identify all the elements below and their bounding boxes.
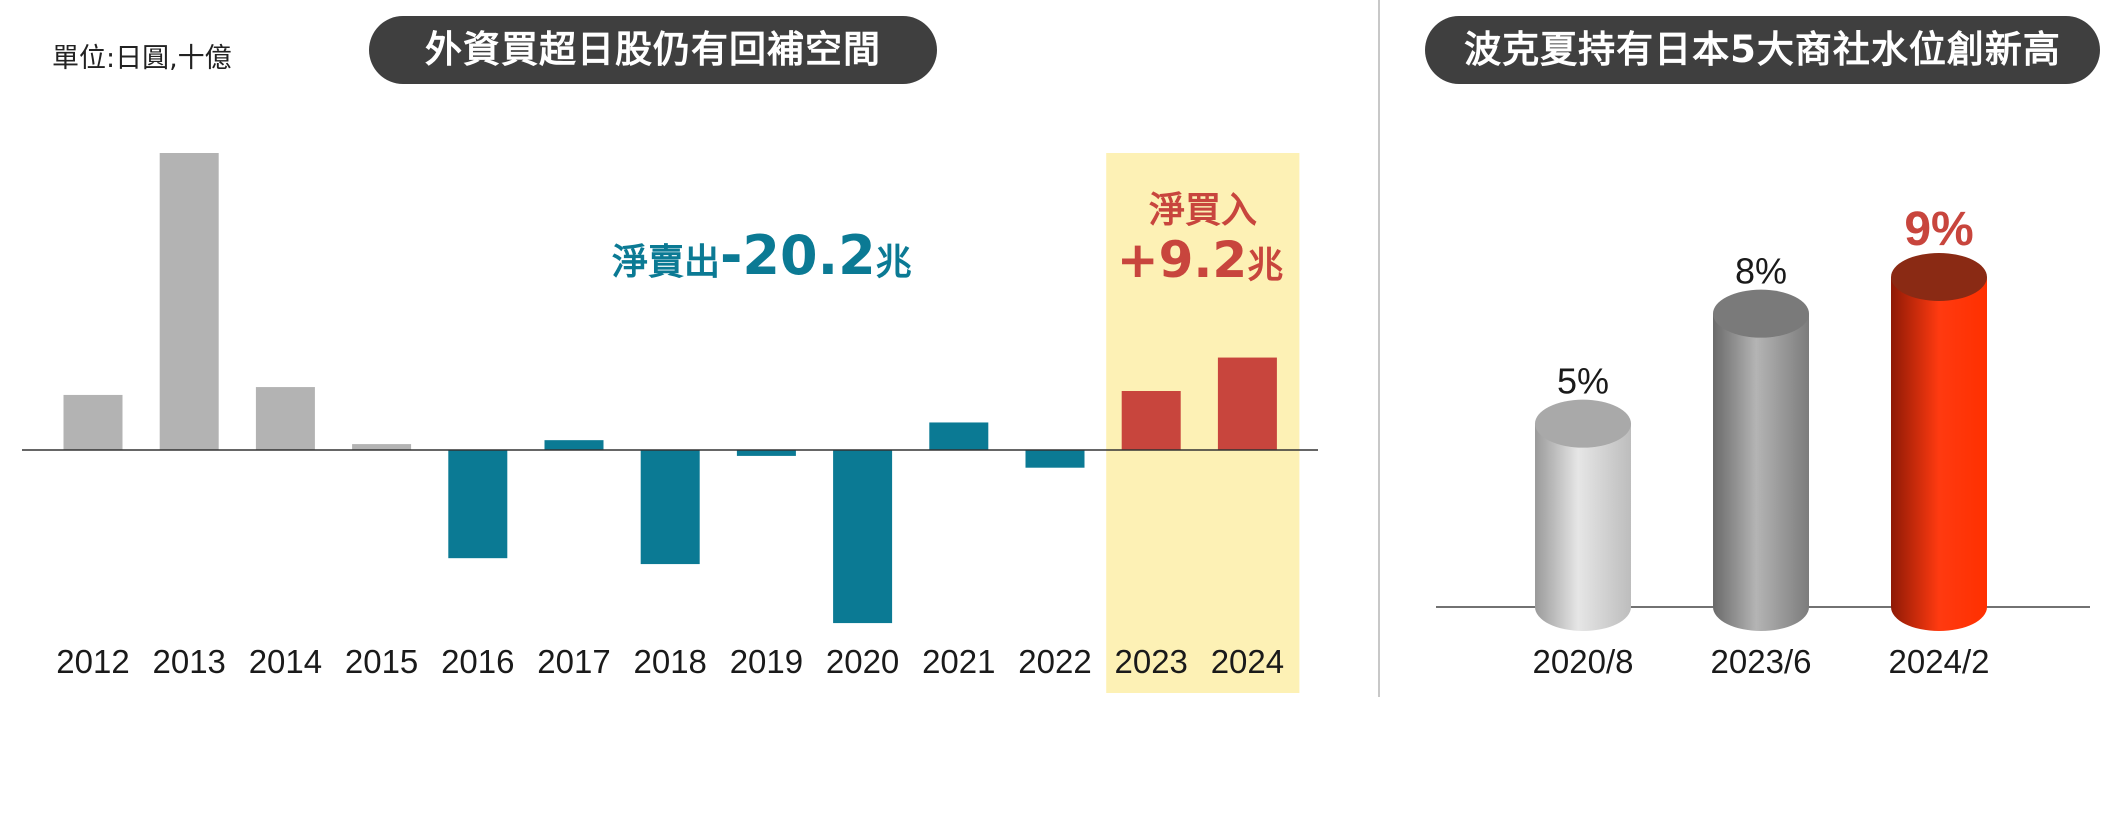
bar-2015: [352, 444, 412, 450]
x-tick-2014: 2014: [249, 643, 322, 680]
value-label-2020-8: 5%: [1557, 361, 1609, 402]
value-label-2023-6: 8%: [1735, 251, 1787, 292]
bar-2024: [1217, 357, 1277, 450]
x-tick-2018: 2018: [633, 643, 706, 680]
bar-2019: [736, 450, 796, 456]
x-tick-2024-2: 2024/2: [1889, 643, 1990, 680]
x-tick-2023: 2023: [1114, 643, 1187, 680]
bar-2021: [929, 422, 989, 450]
cylinder-2023-6: [1713, 289, 1809, 631]
panel-divider: [1378, 0, 1380, 697]
x-tick-2012: 2012: [56, 643, 129, 680]
bar-2012: [63, 394, 123, 450]
net-sell-suffix: 兆: [876, 242, 912, 283]
x-tick-2020: 2020: [826, 643, 899, 680]
left-chart-title: 外資買超日股仍有回補空間: [369, 16, 937, 84]
net-buy-label: 淨買入: [1149, 190, 1257, 231]
net-sell-prefix: 淨賣出: [612, 242, 720, 283]
x-tick-2013: 2013: [152, 643, 225, 680]
net-buy-value: +9.2: [1117, 231, 1247, 289]
bar-2016: [448, 450, 508, 559]
x-tick-2016: 2016: [441, 643, 514, 680]
value-label-2024-2: 9%: [1904, 203, 1973, 256]
net-buy-suffix: 兆: [1247, 245, 1283, 286]
cylinder-2024-2: [1891, 253, 1987, 631]
x-tick-2021: 2021: [922, 643, 995, 680]
unit-label: 單位:日圓,十億: [52, 43, 232, 74]
bar-2017: [544, 440, 604, 450]
cylinder-2020-8: [1535, 399, 1631, 631]
x-tick-2022: 2022: [1018, 643, 1091, 680]
x-tick-2023-6: 2023/6: [1711, 643, 1812, 680]
net-sell-annotation: 淨賣出-20.2兆: [612, 224, 912, 287]
x-tick-2019: 2019: [730, 643, 803, 680]
right-chart-title: 波克夏持有日本5大商社水位創新高: [1425, 16, 2100, 84]
bar-2013: [159, 153, 219, 450]
bar-2023: [1121, 390, 1181, 450]
net-sell-value: -20.2: [720, 224, 876, 287]
x-tick-2024: 2024: [1211, 643, 1284, 680]
bar-2022: [1025, 450, 1085, 468]
net-buy-annotation: +9.2兆: [1117, 231, 1283, 289]
x-tick-2020-8: 2020/8: [1533, 643, 1634, 680]
bar-2014: [255, 387, 315, 450]
bar-2020: [833, 450, 893, 624]
x-tick-2017: 2017: [537, 643, 610, 680]
bar-2018: [640, 450, 700, 565]
x-tick-2015: 2015: [345, 643, 418, 680]
